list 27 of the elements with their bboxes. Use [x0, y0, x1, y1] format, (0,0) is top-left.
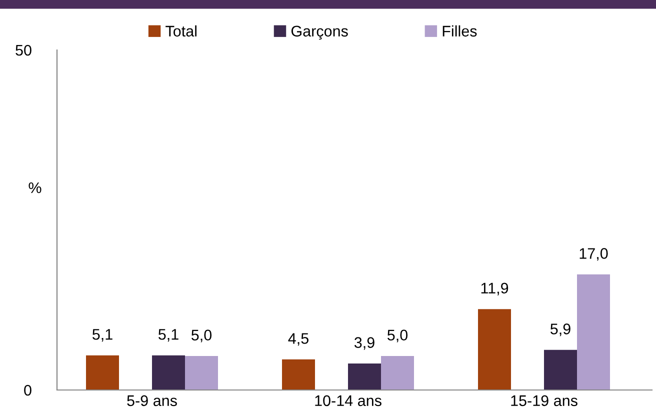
legend-label: Filles: [442, 25, 477, 37]
data-label: 5,1: [92, 329, 112, 342]
y-tick-label: 0: [24, 384, 32, 396]
bar: [544, 350, 577, 390]
data-label: 5,0: [191, 330, 212, 342]
data-label: 11,9: [481, 282, 508, 296]
bar: [86, 355, 119, 390]
data-label: 17,0: [580, 248, 608, 261]
data-label: 5,9: [550, 324, 570, 336]
bar: [577, 274, 610, 390]
x-tick-label: 5-9 ans: [127, 395, 177, 406]
legend-label: Garçons: [291, 26, 348, 40]
y-tick-label: 50: [16, 44, 32, 56]
data-label: 4,5: [288, 333, 308, 346]
data-label: 5,0: [387, 330, 408, 342]
x-tick-label: 10-14 ans: [315, 395, 382, 406]
y-axis-title: %: [28, 182, 42, 194]
bar: [381, 356, 414, 390]
bar: [348, 363, 381, 390]
bar: [282, 359, 315, 390]
data-label: 3,9: [354, 337, 374, 350]
bar: [478, 309, 511, 390]
legend-label: Total: [166, 25, 196, 37]
bar: [152, 355, 185, 390]
bar: [185, 356, 218, 390]
data-label: 5,1: [158, 329, 178, 342]
x-tick-label: 15-19 ans: [511, 395, 578, 406]
